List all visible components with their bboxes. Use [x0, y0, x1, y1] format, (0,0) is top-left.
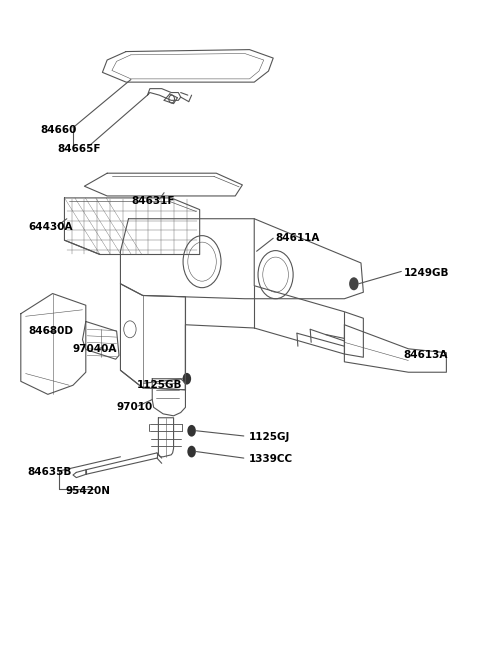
Text: 1125GJ: 1125GJ — [249, 432, 290, 442]
Text: 1125GB: 1125GB — [137, 380, 182, 390]
Circle shape — [182, 373, 191, 384]
Text: 1249GB: 1249GB — [404, 268, 449, 277]
Text: 84660: 84660 — [41, 125, 77, 134]
Text: 97010: 97010 — [117, 402, 153, 413]
Text: 97040A: 97040A — [73, 344, 118, 354]
Text: 84613A: 84613A — [404, 350, 448, 360]
Text: 84611A: 84611A — [276, 234, 320, 243]
Circle shape — [349, 277, 359, 290]
Circle shape — [187, 425, 196, 437]
Text: 84635B: 84635B — [27, 467, 72, 478]
Text: 84631F: 84631F — [131, 196, 174, 206]
Circle shape — [187, 445, 196, 457]
Text: 95420N: 95420N — [65, 485, 110, 496]
Text: 64430A: 64430A — [29, 222, 73, 232]
Text: 84680D: 84680D — [29, 326, 74, 337]
Text: 1339CC: 1339CC — [249, 455, 293, 464]
Text: 84665F: 84665F — [57, 144, 101, 154]
